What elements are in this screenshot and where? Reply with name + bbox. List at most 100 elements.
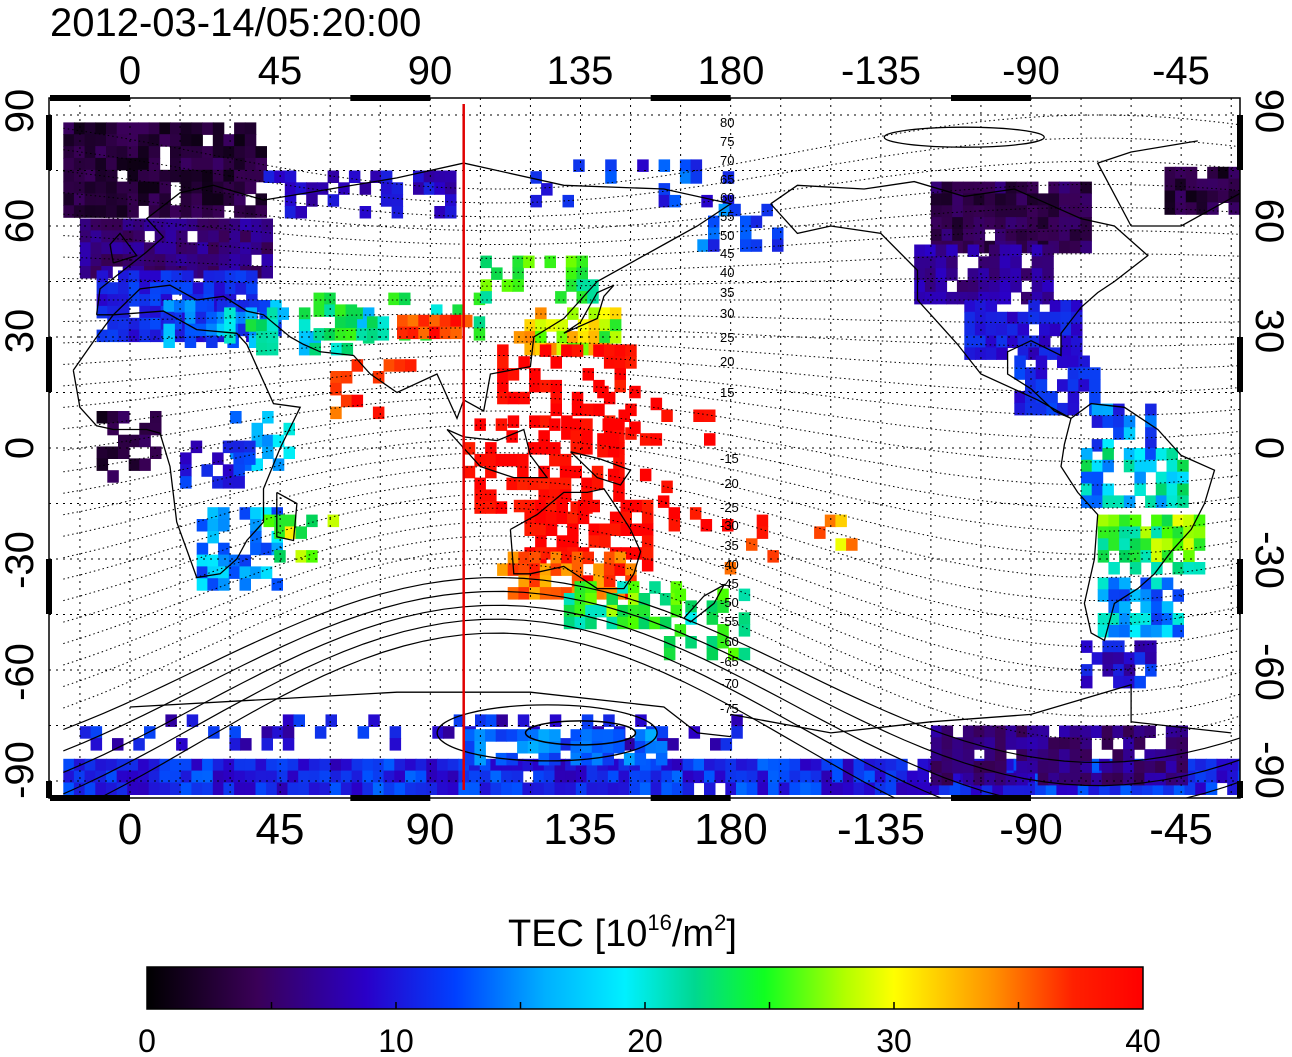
colorbar-ticks bbox=[270, 1002, 1020, 1009]
tec-cell bbox=[1067, 379, 1080, 392]
tec-cell bbox=[740, 227, 752, 240]
tec-cell bbox=[1155, 749, 1167, 762]
tec-cell bbox=[259, 300, 271, 313]
tec-cell bbox=[1176, 737, 1188, 750]
colorbar-label-unit-exponent: 2 bbox=[714, 910, 726, 935]
tec-cell bbox=[544, 255, 556, 269]
tec-cell bbox=[259, 311, 271, 325]
tec-cell bbox=[383, 770, 396, 784]
tec-cell bbox=[474, 501, 486, 514]
tec-cell bbox=[995, 761, 1007, 774]
tec-cell bbox=[73, 782, 86, 795]
dip-latitude-label: 15 bbox=[720, 385, 734, 400]
tec-cell bbox=[507, 368, 520, 381]
tec-cell bbox=[116, 770, 129, 784]
tec-cell bbox=[234, 181, 246, 195]
tec-cell bbox=[1155, 471, 1168, 485]
tec-cell bbox=[527, 741, 540, 754]
tec-cell bbox=[1108, 526, 1120, 539]
tec-cell bbox=[261, 738, 273, 751]
tec-cell bbox=[613, 729, 625, 742]
tec-cell bbox=[1014, 367, 1026, 380]
lon-tick-label-bottom: -45 bbox=[1149, 805, 1213, 854]
tec-cell bbox=[202, 193, 214, 206]
tec-cell bbox=[985, 311, 998, 325]
tec-cell bbox=[946, 244, 958, 257]
lon-tick-label-top: -90 bbox=[1002, 49, 1060, 93]
tec-cell bbox=[1144, 749, 1156, 762]
tec-cell bbox=[605, 159, 617, 172]
longitude-axis-bottom: 0 45 90 135 180 -135 -90 -45 bbox=[118, 805, 1213, 854]
tec-cell bbox=[244, 782, 257, 795]
tec-cell bbox=[543, 770, 556, 784]
dip-latitude-contour bbox=[63, 410, 1240, 486]
tec-cell bbox=[1024, 770, 1036, 784]
tec-cell bbox=[1037, 205, 1050, 218]
tec-cell bbox=[800, 782, 812, 795]
tec-cell bbox=[1101, 737, 1114, 750]
tec-cell bbox=[581, 729, 593, 742]
lat-tick-label-right: 90 bbox=[1247, 89, 1291, 134]
dip-latitude-contour bbox=[63, 507, 1240, 648]
tec-cell bbox=[613, 418, 625, 431]
tec-cell bbox=[95, 157, 107, 171]
tec-cell bbox=[1037, 737, 1050, 750]
tec-cell bbox=[127, 146, 139, 159]
tec-cell bbox=[597, 782, 609, 795]
tec-cell bbox=[529, 415, 541, 428]
tec-cell bbox=[118, 282, 130, 295]
tec-cell bbox=[1027, 217, 1039, 230]
tec-cell bbox=[148, 770, 161, 784]
tec-cell bbox=[561, 415, 573, 428]
tec-cell bbox=[1134, 640, 1146, 653]
tec-cell bbox=[1217, 166, 1230, 180]
tec-cell bbox=[717, 624, 729, 637]
tec-cell bbox=[984, 761, 996, 774]
tec-cell bbox=[511, 782, 524, 795]
tec-cell bbox=[582, 551, 594, 565]
tec-cell bbox=[603, 563, 616, 576]
tec-cell bbox=[756, 514, 769, 528]
tec-cell bbox=[473, 292, 486, 306]
tec-cell bbox=[549, 453, 561, 467]
tec-cell bbox=[725, 770, 737, 784]
tec-cell bbox=[218, 566, 230, 579]
tec-cell bbox=[138, 134, 150, 147]
tec-cell bbox=[529, 379, 541, 393]
tec-cell bbox=[613, 489, 625, 502]
tec-cell bbox=[506, 729, 518, 742]
tec-cell bbox=[545, 499, 558, 513]
tec-cell bbox=[212, 476, 224, 489]
coastline bbox=[770, 180, 1149, 419]
tec-cell bbox=[186, 254, 199, 267]
tec-cell bbox=[924, 280, 937, 293]
tec-cell bbox=[609, 331, 622, 344]
plot-title: 2012-03-14/05:20:00 bbox=[50, 1, 421, 45]
tec-cell bbox=[682, 770, 695, 784]
tec-cell bbox=[107, 446, 119, 459]
tec-cell bbox=[1081, 448, 1093, 461]
tec-cell bbox=[206, 323, 218, 337]
tec-cell bbox=[1016, 737, 1028, 750]
tec-cell bbox=[96, 329, 109, 343]
tec-cell bbox=[63, 146, 75, 159]
tec-cell bbox=[1119, 624, 1131, 638]
tec-cell bbox=[284, 206, 297, 219]
tec-cell bbox=[539, 587, 552, 600]
tec-cell bbox=[629, 421, 641, 434]
tec-cell bbox=[539, 575, 552, 588]
tec-cell bbox=[239, 554, 251, 568]
tec-cell bbox=[1134, 471, 1146, 485]
tec-cell bbox=[506, 453, 518, 467]
tec-cell bbox=[191, 782, 203, 795]
tec-cell bbox=[1161, 613, 1174, 626]
tec-cell bbox=[260, 507, 273, 520]
tec-cell bbox=[1172, 562, 1184, 575]
tec-cell bbox=[570, 501, 582, 514]
tec-cell bbox=[327, 194, 340, 207]
tec-cell bbox=[1017, 347, 1030, 360]
tec-cell bbox=[641, 499, 654, 513]
tec-cell bbox=[1161, 514, 1174, 528]
tec-cell bbox=[324, 328, 336, 341]
tec-cell bbox=[287, 782, 299, 795]
